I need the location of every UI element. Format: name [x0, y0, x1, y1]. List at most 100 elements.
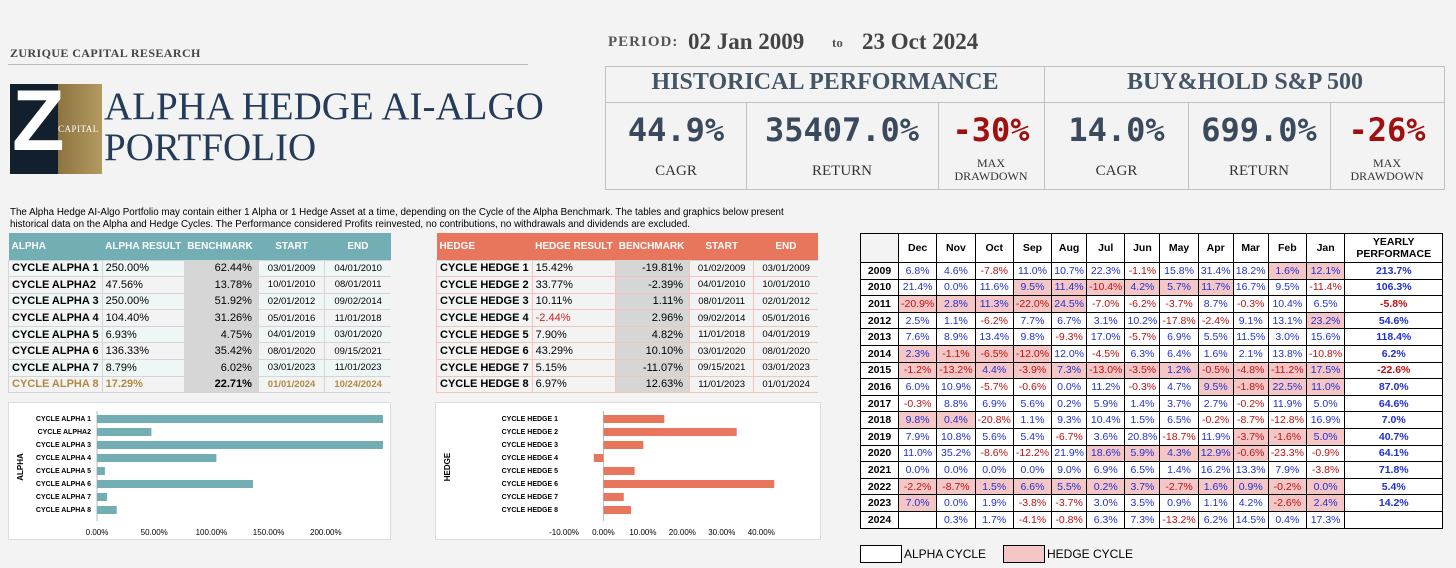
- yearly-total-cell: -22.6%: [1344, 361, 1444, 380]
- bar: [97, 467, 105, 475]
- yearly-total-cell: 7.0%: [1344, 411, 1444, 429]
- benchmark-value: -11.07%: [615, 359, 690, 377]
- start-date: 11/01/2018: [688, 326, 754, 344]
- tick-label: 50.00%: [141, 528, 168, 537]
- category-label: CYCLE HEDGE 7: [502, 494, 559, 501]
- table-row: CYCLE ALPHA 3 250.00% 51.92% 02/01/2012 09/0…: [8, 293, 391, 311]
- tick-label: 150.00%: [253, 528, 285, 537]
- year-cell: 2016: [860, 378, 899, 396]
- start-date: 02/01/2012: [257, 293, 325, 311]
- yearly-total-cell: 64.6%: [1344, 394, 1444, 413]
- cycle-name: CYCLE HEDGE 5: [436, 326, 533, 344]
- benchmark-value: 4.75%: [183, 326, 259, 344]
- month-cell: 3.6%: [1086, 427, 1126, 446]
- yearly-total-cell: 64.1%: [1344, 444, 1444, 463]
- start-date: 03/01/2023: [257, 359, 325, 377]
- month-cell: 18.2%: [1232, 262, 1269, 280]
- category-label: CYCLE HEDGE 1: [502, 416, 559, 423]
- month-cell: 0.0%: [936, 461, 976, 479]
- month-cell: 10.4%: [1086, 411, 1126, 429]
- end-date: 03/01/2020: [324, 326, 391, 344]
- month-cell: 9.1%: [1232, 311, 1269, 330]
- benchmark-value: 51.92%: [183, 293, 259, 311]
- col-benchmark: BENCHMARK: [184, 233, 259, 261]
- legend-hedge-label: HEDGE CYCLE: [1047, 547, 1134, 561]
- hist-drawdown-value: -30%: [952, 111, 1030, 149]
- month-cell: 4.6%: [936, 262, 976, 280]
- month-cell: 5.6%: [974, 427, 1014, 446]
- month-cell: 12.0%: [1051, 344, 1088, 363]
- hedge-bar-chart: HEDGE CYCLE HEDGE 1 CYCLE HEDGE 2 CYCLE HED…: [443, 411, 775, 537]
- month-cell: -5.7%: [974, 378, 1014, 396]
- cycle-result: 7.90%: [531, 326, 616, 344]
- tick-label: 40.00%: [748, 528, 775, 537]
- category-label: CYCLE HEDGE 3: [502, 442, 559, 449]
- bar: [603, 428, 737, 436]
- year-cell: 2012: [860, 311, 899, 330]
- alpha-bar-chart: ALPHA CYCLE ALPHA 1 CYCLE ALPHA2 CYCLE ALPH…: [16, 411, 383, 537]
- month-cell: 5.9%: [1124, 444, 1161, 463]
- category-label: CYCLE ALPHA 4: [36, 455, 91, 462]
- start-date: 08/01/2020: [257, 342, 325, 361]
- divider: [8, 64, 528, 65]
- month-cell: -0.3%: [897, 394, 938, 413]
- year-row: 2017 -0.3% 8.8% 6.9% 5.6% 0.2% 5.9% 1.4% 3.7% 2.7…: [860, 394, 1444, 413]
- month-cell: 6.3%: [1086, 510, 1126, 529]
- start-date: 08/01/2011: [688, 293, 754, 311]
- month-cell: 5.9%: [1086, 394, 1126, 413]
- year-row: 2018 9.8% 0.4% -20.8% 1.1% 9.3% 10.4% 1.5% 6.5% -…: [860, 411, 1444, 429]
- month-cell: 11.0%: [1305, 378, 1346, 396]
- cycle-result: 5.15%: [531, 359, 616, 377]
- yearly-total-cell: 213.7%: [1344, 262, 1444, 280]
- month-cell: -0.5%: [1197, 361, 1234, 380]
- cycle-result: 104.40%: [101, 309, 185, 327]
- month-cell: 5.5%: [1197, 328, 1234, 346]
- legend-alpha-label: ALPHA CYCLE: [904, 547, 987, 561]
- month-cell: 10.9%: [936, 378, 976, 396]
- month-cell: 0.0%: [1305, 477, 1346, 496]
- cycle-name: CYCLE HEDGE 1: [436, 260, 533, 278]
- month-cell: 6.5%: [1159, 411, 1199, 429]
- month-cell: -12.8%: [1267, 411, 1307, 429]
- month-cell: 7.3%: [1124, 510, 1161, 529]
- logo-letter: Z: [12, 84, 65, 169]
- month-cell: 2.3%: [897, 344, 938, 363]
- month-cell: 0.0%: [1012, 461, 1053, 479]
- month-header: Apr: [1197, 233, 1234, 263]
- month-header: Jan: [1305, 233, 1346, 263]
- bar: [97, 415, 383, 423]
- cycle-name: CYCLE ALPHA2: [8, 276, 103, 294]
- month-cell: 7.9%: [897, 427, 938, 446]
- month-cell: 2.4%: [1305, 494, 1346, 512]
- month-cell: -1.8%: [1232, 378, 1269, 396]
- category-label: CYCLE HEDGE 4: [502, 455, 559, 462]
- cycle-result: 6.93%: [101, 326, 185, 344]
- month-cell: 2.7%: [1197, 394, 1234, 413]
- month-cell: 1.5%: [974, 477, 1014, 496]
- bar: [603, 415, 665, 423]
- start-date: 01/02/2009: [688, 260, 754, 278]
- bar: [97, 454, 217, 462]
- month-cell: 6.4%: [1159, 344, 1199, 363]
- y-axis-label: HEDGE: [443, 452, 452, 481]
- month-cell: 10.7%: [1051, 262, 1088, 280]
- month-cell: 5.7%: [1159, 278, 1199, 297]
- hist-cagr-value: 44.9%: [627, 111, 725, 149]
- table-row: CYCLE HEDGE 8 6.97% 12.63% 11/01/2023 01/01/…: [436, 376, 818, 394]
- month-cell: -3.7%: [1159, 295, 1199, 313]
- month-cell: 14.5%: [1232, 510, 1269, 529]
- cycle-name: CYCLE HEDGE 2: [436, 276, 533, 294]
- month-cell: -1.1%: [1124, 262, 1161, 280]
- hist-drawdown-label: MAX DRAWDOWN: [954, 156, 1028, 183]
- month-cell: 8.7%: [1197, 295, 1234, 313]
- yearly-total-cell: 71.8%: [1344, 461, 1444, 479]
- benchmark-value: 62.44%: [183, 260, 259, 278]
- tick-label: 100.00%: [196, 528, 228, 537]
- month-cell: 0.4%: [936, 411, 976, 429]
- year-cell: 2013: [860, 328, 899, 346]
- category-label: CYCLE ALPHA 5: [36, 468, 91, 475]
- month-cell: 6.0%: [897, 378, 938, 396]
- tick-label: 0.00%: [592, 528, 615, 537]
- col-start: START: [689, 233, 754, 261]
- yearly-total-cell: 87.0%: [1344, 378, 1444, 396]
